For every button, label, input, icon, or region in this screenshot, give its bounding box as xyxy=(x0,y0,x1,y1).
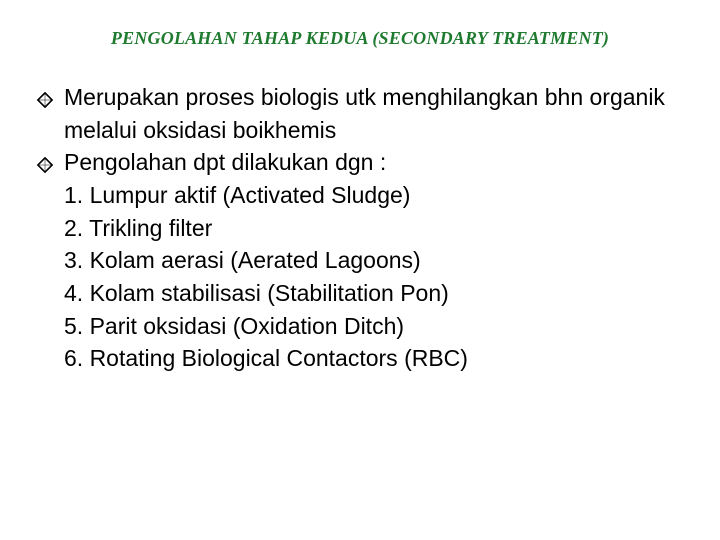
list-item: 3. Kolam aerasi (Aerated Lagoons) xyxy=(64,244,684,277)
list-item: 6. Rotating Biological Contactors (RBC) xyxy=(64,342,684,375)
bullet-text: Merupakan proses biologis utk menghilang… xyxy=(64,84,665,143)
numbered-list: 1. Lumpur aktif (Activated Sludge) 2. Tr… xyxy=(36,179,684,375)
list-item: 4. Kolam stabilisasi (Stabilitation Pon) xyxy=(64,277,684,310)
bullet-item: Merupakan proses biologis utk menghilang… xyxy=(36,81,684,146)
diamond-bullet-icon xyxy=(36,150,54,168)
list-item: 5. Parit oksidasi (Oxidation Ditch) xyxy=(64,310,684,343)
slide-content: Merupakan proses biologis utk menghilang… xyxy=(36,81,684,375)
bullet-text: Pengolahan dpt dilakukan dgn : xyxy=(64,149,386,175)
slide-title: PENGOLAHAN TAHAP KEDUA (SECONDARY TREATM… xyxy=(36,28,684,49)
list-item: 2. Trikling filter xyxy=(64,212,684,245)
list-item: 1. Lumpur aktif (Activated Sludge) xyxy=(64,179,684,212)
bullet-item: Pengolahan dpt dilakukan dgn : xyxy=(36,146,684,179)
diamond-bullet-icon xyxy=(36,85,54,103)
